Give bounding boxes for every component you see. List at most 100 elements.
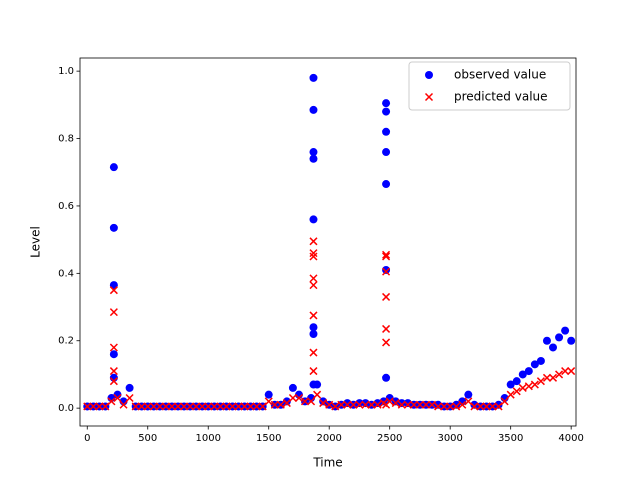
point [309,380,318,389]
x-marker [173,402,183,411]
x-stroke [83,402,92,411]
x-marker [198,402,207,411]
x-marker [506,390,515,399]
x-stroke [536,377,545,386]
x-stroke [216,402,225,411]
x-marker [561,367,570,376]
x-marker [109,377,118,386]
x-marker [309,348,318,357]
x-marker [216,402,225,411]
point [506,380,515,389]
point [549,343,558,352]
x-stroke [294,393,303,403]
x-stroke [204,402,213,411]
x-stroke [109,308,118,317]
x-stroke [518,383,527,392]
x-stroke [428,400,437,409]
x-stroke [325,400,334,409]
x-marker [270,400,279,409]
x-stroke [264,397,273,406]
x-stroke [440,402,449,411]
point [382,148,391,157]
x-stroke [155,402,164,411]
point [382,180,391,189]
x-marker [309,274,318,283]
x-marker [530,380,539,389]
x-marker [204,402,213,411]
x-stroke [113,393,122,403]
x-stroke [391,399,400,408]
x-stroke [288,393,297,403]
x-stroke [186,402,195,411]
x-marker [476,402,485,411]
x-marker [167,402,176,411]
point [555,333,564,342]
point [373,399,382,408]
x-marker [246,402,255,411]
point [288,383,297,392]
x-stroke [488,402,497,411]
x-marker [264,397,273,406]
x-tick-label: 2000 [316,433,341,444]
x-marker [222,402,231,411]
x-stroke [270,400,279,409]
x-stroke [180,402,189,411]
point [536,356,545,365]
x-marker [343,400,352,409]
x-stroke [548,373,558,382]
x-marker [143,402,152,411]
x-stroke [109,286,118,295]
x-marker [125,393,134,403]
point [382,99,391,108]
x-stroke [109,367,118,376]
x-marker [294,393,303,403]
legend-label: predicted value [454,90,548,104]
x-marker [382,338,391,347]
x-marker [446,402,455,411]
x-marker [424,92,434,102]
x-marker [89,402,98,411]
x-marker [548,373,558,382]
x-marker [488,402,497,411]
x-stroke [309,252,318,261]
x-marker [313,390,322,399]
x-marker [137,402,146,411]
x-marker [288,393,297,403]
x-marker [307,397,316,406]
point [524,367,533,376]
point [425,71,433,79]
x-marker [309,249,318,258]
point [355,399,364,408]
x-marker [518,383,527,392]
point [319,397,328,406]
x-stroke [424,92,434,102]
point [382,265,391,274]
x-stroke [307,397,316,406]
x-stroke [500,397,509,406]
x-stroke [192,402,201,411]
x-marker [228,402,237,411]
x-stroke [530,380,539,389]
point [309,73,318,82]
point [309,330,318,338]
x-stroke [228,402,237,411]
x-marker [524,382,533,391]
x-marker [331,402,340,411]
x-stroke [446,402,455,411]
x-marker [512,387,521,396]
x-tick-label: 3000 [437,433,462,444]
point [452,400,461,409]
x-stroke [313,390,322,399]
x-stroke [382,400,391,409]
x-marker [131,402,140,411]
point [512,377,521,386]
x-stroke [246,402,255,411]
legend-box [408,61,571,111]
x-stroke [452,402,461,411]
x-stroke [198,402,207,411]
x-marker [83,402,92,411]
x-stroke [524,382,533,391]
point [109,350,118,359]
x-marker [252,402,261,411]
x-marker [555,370,564,379]
